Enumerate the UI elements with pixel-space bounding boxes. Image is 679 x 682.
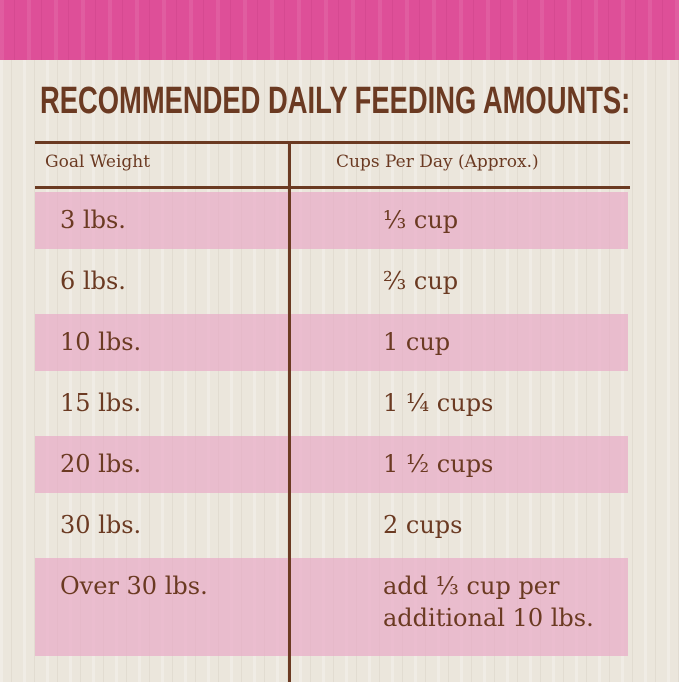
pink-banner	[0, 0, 679, 60]
weight-cell: 10 lbs.	[60, 328, 142, 356]
cups-cell: ⅔ cup	[383, 267, 459, 295]
column-divider	[288, 142, 291, 682]
weight-cell: Over 30 lbs.	[60, 572, 208, 600]
table-row: 6 lbs. ⅔ cup	[35, 253, 628, 310]
table-row: Over 30 lbs. add ⅓ cup per additional 10 l…	[35, 558, 628, 656]
cups-cell: 1 ½ cups	[383, 450, 494, 478]
cups-cell: 1 ¼ cups	[383, 389, 494, 417]
weight-cell: 20 lbs.	[60, 450, 142, 478]
header-goal-weight: Goal Weight	[45, 152, 151, 172]
cups-cell: 2 cups	[383, 511, 463, 539]
table-top-rule	[35, 141, 630, 144]
weight-cell: 6 lbs.	[60, 267, 126, 295]
table-row: 30 lbs. 2 cups	[35, 497, 628, 554]
cups-cell-line2: additional 10 lbs.	[383, 604, 594, 632]
table-row: 15 lbs. 1 ¼ cups	[35, 375, 628, 432]
cups-cell: 1 cup	[383, 328, 451, 356]
weight-cell: 30 lbs.	[60, 511, 142, 539]
table-row: 10 lbs. 1 cup	[35, 314, 628, 371]
header-rule	[35, 186, 630, 189]
weight-cell: 3 lbs.	[60, 206, 126, 234]
weight-cell: 15 lbs.	[60, 389, 142, 417]
table-row: 3 lbs. ⅓ cup	[35, 192, 628, 249]
header-cups-per-day: Cups Per Day (Approx.)	[336, 152, 539, 172]
cups-cell: add ⅓ cup per	[383, 572, 560, 600]
cups-cell: ⅓ cup	[383, 206, 459, 234]
page-title: RECOMMENDED DAILY FEEDING AMOUNTS:	[40, 80, 631, 122]
table-row: 20 lbs. 1 ½ cups	[35, 436, 628, 493]
